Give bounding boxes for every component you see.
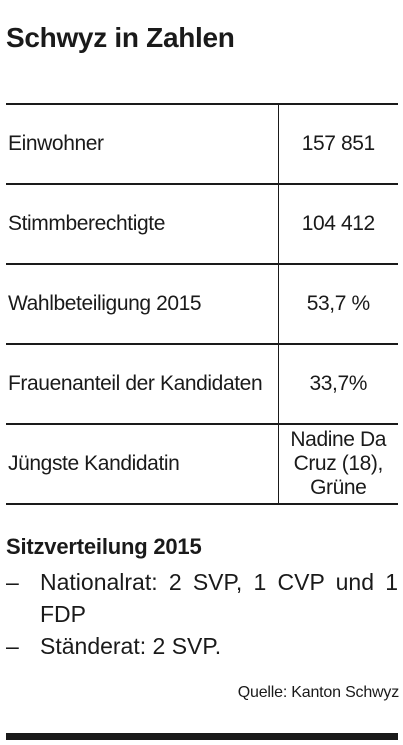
row-label: Stimmberechtigte <box>6 184 279 264</box>
row-value: 33,7% <box>309 372 368 395</box>
row-label: Einwohner <box>6 104 279 184</box>
row-value: 53,7 % <box>306 292 370 315</box>
seat-distribution-list: – Nationalrat: 2 SVP, 1 CVP und 1 FDP – … <box>6 566 398 662</box>
table-row: Wahlbeteiligung 2015 53,7 % <box>6 264 398 344</box>
row-label: Frauenanteil der Kandidaten <box>6 344 279 424</box>
bottom-divider <box>6 733 398 740</box>
list-item: – Ständerat: 2 SVP. <box>6 630 398 662</box>
row-value: 104 412 <box>301 212 376 235</box>
row-value: 157 851 <box>301 132 376 155</box>
source-note: Quelle: Kanton Schwyz <box>237 684 399 701</box>
row-value: Nadine Da Cruz (18), Grüne <box>290 428 387 499</box>
seat-distribution-title: Sitzverteilung 2015 <box>6 534 202 559</box>
table-row: Jüngste Kandidatin Nadine Da Cruz (18), … <box>6 424 398 504</box>
page-title: Schwyz in Zahlen <box>6 22 235 53</box>
dash-bullet: – <box>6 633 19 659</box>
stats-table: Einwohner 157 851 Stimmberechtigte 104 4… <box>6 103 398 505</box>
table-row: Einwohner 157 851 <box>6 104 398 184</box>
list-item-text: Nationalrat: 2 SVP, 1 CVP und 1 FDP <box>40 569 398 627</box>
list-item-text: Ständerat: 2 SVP. <box>40 633 222 659</box>
table-row: Stimmberechtigte 104 412 <box>6 184 398 264</box>
row-label: Jüngste Kandidatin <box>6 424 279 504</box>
dash-bullet: – <box>6 569 19 595</box>
table-row: Frauenanteil der Kandidaten 33,7% <box>6 344 398 424</box>
list-item: – Nationalrat: 2 SVP, 1 CVP und 1 FDP <box>6 566 398 630</box>
row-label: Wahlbeteiligung 2015 <box>6 264 279 344</box>
